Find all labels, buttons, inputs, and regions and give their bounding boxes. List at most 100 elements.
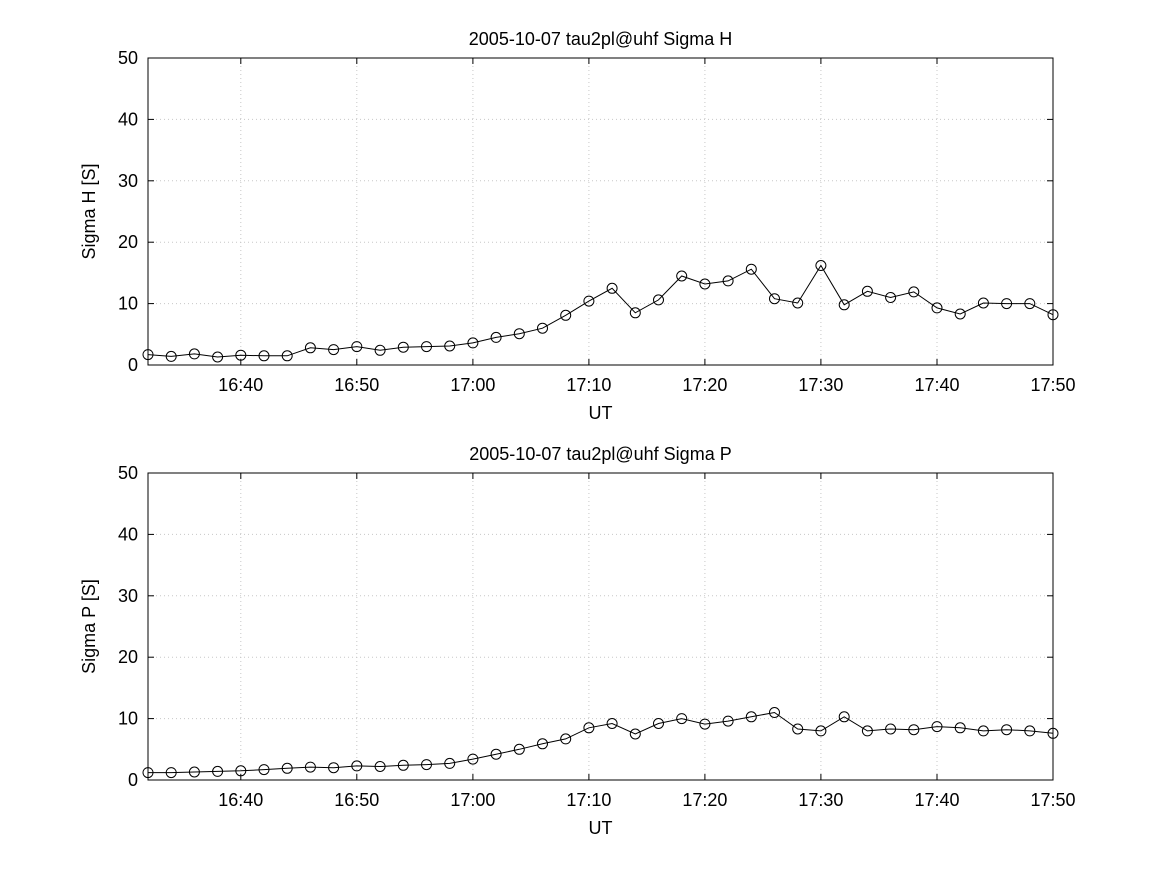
data-point-marker <box>1001 298 1013 310</box>
data-point-marker <box>444 757 456 769</box>
x-tick-label: 17:50 <box>1030 790 1075 810</box>
data-point-marker <box>560 309 572 321</box>
x-tick-label: 16:40 <box>218 375 263 395</box>
data-point-marker <box>397 759 409 771</box>
data-point-marker <box>699 718 711 730</box>
data-point-marker <box>490 331 502 343</box>
data-point-marker <box>583 295 595 307</box>
x-tick-label: 17:40 <box>914 375 959 395</box>
data-point-marker <box>1001 724 1013 736</box>
data-point-marker <box>977 297 989 309</box>
data-point-marker <box>769 707 780 718</box>
axes-box <box>147 57 1054 366</box>
data-point-marker <box>490 748 502 760</box>
data-point-marker <box>513 743 525 755</box>
y-axis-label: Sigma P [S] <box>79 579 99 674</box>
data-point-marker <box>351 341 363 353</box>
y-tick-label: 20 <box>118 232 138 252</box>
chart-title: 2005-10-07 tau2pl@uhf Sigma H <box>469 29 732 49</box>
data-point-marker <box>188 766 200 778</box>
data-point-marker <box>629 307 641 319</box>
grid <box>148 57 1054 366</box>
x-tick-label: 17:00 <box>450 375 495 395</box>
data-line <box>148 711 1054 774</box>
data-point-marker <box>954 308 966 320</box>
data-point-marker <box>815 260 827 271</box>
data-point-marker <box>954 722 966 734</box>
data-markers <box>142 260 1059 363</box>
data-point-marker <box>653 718 664 729</box>
data-point-marker <box>606 718 618 729</box>
data-point-marker <box>537 738 548 750</box>
data-point-marker <box>513 328 525 340</box>
data-point-marker <box>931 721 943 733</box>
data-point-marker <box>722 715 734 727</box>
data-point-marker <box>792 723 804 735</box>
data-point-marker <box>304 761 316 773</box>
data-point-marker <box>885 292 897 303</box>
data-point-marker <box>537 322 548 334</box>
y-tick-label: 0 <box>128 355 138 375</box>
y-tick-label: 50 <box>118 463 138 483</box>
y-axis-label: Sigma H [S] <box>79 163 99 259</box>
data-point-marker <box>861 285 873 297</box>
y-tick-label: 30 <box>118 586 138 606</box>
subplot-sigma-p: 16:40 16:50 17:00 17:10 17:20 17:30 17:40 17:50… <box>79 444 1076 838</box>
data-point-marker <box>421 341 432 353</box>
x-tick-label: 16:40 <box>218 790 263 810</box>
data-point-marker <box>444 340 456 352</box>
data-point-marker <box>281 762 293 774</box>
data-point-marker <box>1024 298 1036 310</box>
x-tick-label: 17:20 <box>682 375 727 395</box>
subplot-sigma-h: 16:40 16:50 17:00 17:10 17:20 17:30 17:40 17:50… <box>79 29 1076 423</box>
data-point-marker <box>351 760 363 772</box>
data-point-marker <box>792 297 804 309</box>
data-point-marker <box>908 286 920 298</box>
data-point-marker <box>815 725 827 737</box>
x-tick-label: 16:50 <box>334 790 379 810</box>
data-point-marker <box>304 342 316 354</box>
tick-marks <box>148 472 1054 781</box>
data-point-marker <box>374 761 386 772</box>
tick-marks <box>148 57 1054 366</box>
data-point-marker <box>165 350 177 362</box>
y-tick-label: 30 <box>118 171 138 191</box>
x-tick-label: 17:20 <box>682 790 727 810</box>
data-point-marker <box>560 733 572 745</box>
data-point-marker <box>188 348 200 360</box>
x-tick-label: 16:50 <box>334 375 379 395</box>
data-point-marker <box>676 270 688 282</box>
y-tick-label: 40 <box>118 524 138 544</box>
data-point-marker <box>745 711 757 723</box>
x-axis-label: UT <box>589 818 613 838</box>
labels: 16:40 16:50 17:00 17:10 17:20 17:30 17:40 17:50… <box>79 444 1076 838</box>
x-tick-label: 17:10 <box>566 790 611 810</box>
data-point-marker <box>212 351 224 363</box>
data-point-marker <box>931 302 943 314</box>
data-line <box>147 264 1054 358</box>
data-point-marker <box>629 728 641 740</box>
data-markers <box>142 707 1059 779</box>
y-tick-label: 10 <box>118 294 138 314</box>
data-point-marker <box>722 275 734 287</box>
data-point-marker <box>838 711 850 723</box>
data-point-marker <box>977 725 989 737</box>
x-axis-label: UT <box>589 403 613 423</box>
data-point-marker <box>374 344 386 356</box>
y-tick-label: 10 <box>118 709 138 729</box>
axes-box <box>147 472 1054 781</box>
data-point-marker <box>397 341 409 353</box>
data-point-marker <box>885 723 897 735</box>
y-tick-label: 50 <box>118 48 138 68</box>
data-point-marker <box>212 765 224 777</box>
y-tick-label: 40 <box>118 109 138 129</box>
data-point-marker <box>281 350 293 362</box>
data-point-marker <box>258 764 270 776</box>
data-point-marker <box>328 344 340 356</box>
labels: 16:40 16:50 17:00 17:10 17:20 17:30 17:40 17:50… <box>79 29 1076 423</box>
data-point-marker <box>769 293 780 305</box>
data-point-marker <box>258 350 270 362</box>
data-point-marker <box>165 767 177 779</box>
